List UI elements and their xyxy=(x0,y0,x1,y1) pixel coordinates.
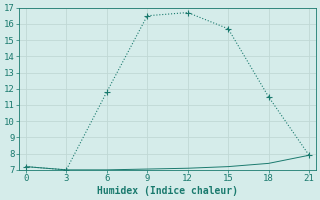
X-axis label: Humidex (Indice chaleur): Humidex (Indice chaleur) xyxy=(97,186,238,196)
